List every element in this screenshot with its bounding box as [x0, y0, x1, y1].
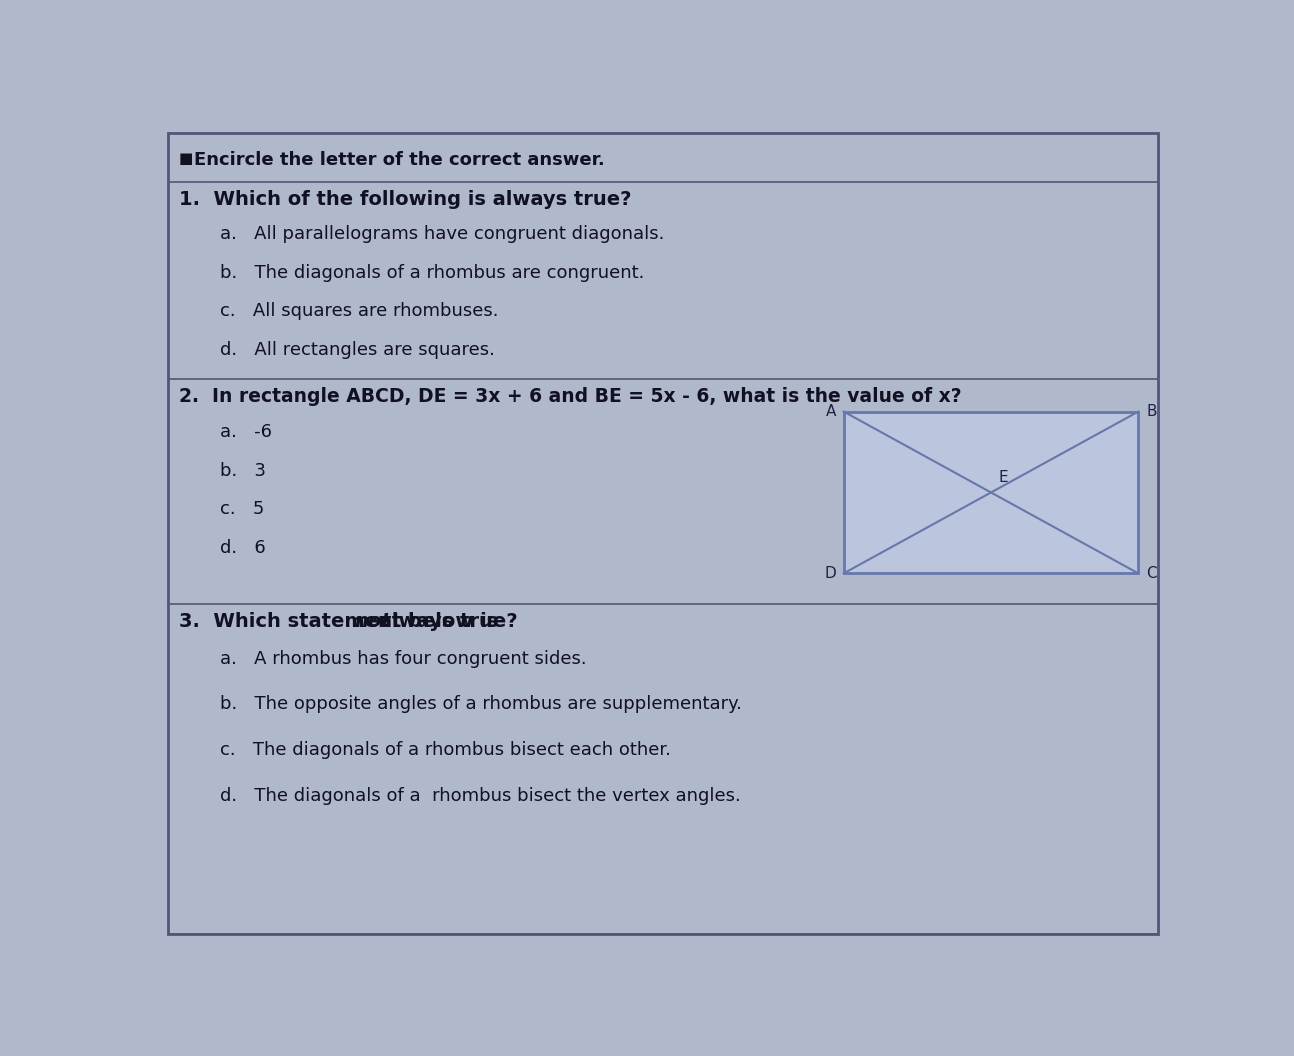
Text: Encircle the letter of the correct answer.: Encircle the letter of the correct answe… [194, 151, 606, 169]
Text: c.   The diagonals of a rhombus bisect each other.: c. The diagonals of a rhombus bisect eac… [220, 741, 670, 759]
Text: E: E [999, 470, 1008, 485]
Text: b.   The diagonals of a rhombus are congruent.: b. The diagonals of a rhombus are congru… [220, 264, 644, 282]
Text: B: B [1146, 404, 1157, 419]
Text: 2.  In rectangle ABCD, DE = 3x + 6 and BE = 5x - 6, what is the value of x?: 2. In rectangle ABCD, DE = 3x + 6 and BE… [179, 386, 961, 406]
Text: a.   -6: a. -6 [220, 423, 272, 441]
Text: D: D [824, 566, 836, 581]
Text: 1.  Which of the following is always true?: 1. Which of the following is always true… [179, 190, 631, 209]
Text: d.   The diagonals of a  rhombus bisect the vertex angles.: d. The diagonals of a rhombus bisect the… [220, 788, 740, 806]
Text: c.   All squares are rhombuses.: c. All squares are rhombuses. [220, 302, 498, 320]
Text: 3.  Which statement below is: 3. Which statement below is [179, 611, 505, 630]
Text: C: C [1146, 566, 1157, 581]
Text: b.   3: b. 3 [220, 461, 265, 479]
Text: A: A [826, 404, 836, 419]
Text: c.   5: c. 5 [220, 501, 264, 518]
Text: always true?: always true? [373, 611, 518, 630]
Text: a.   A rhombus has four congruent sides.: a. A rhombus has four congruent sides. [220, 650, 586, 668]
Text: b.   The opposite angles of a rhombus are supplementary.: b. The opposite angles of a rhombus are … [220, 695, 741, 713]
Text: d.   6: d. 6 [220, 539, 265, 557]
Text: d.   All rectangles are squares.: d. All rectangles are squares. [220, 341, 494, 359]
Polygon shape [844, 412, 1139, 573]
Text: not: not [355, 611, 391, 630]
Text: a.   All parallelograms have congruent diagonals.: a. All parallelograms have congruent dia… [220, 225, 664, 243]
Text: ■: ■ [179, 151, 193, 167]
